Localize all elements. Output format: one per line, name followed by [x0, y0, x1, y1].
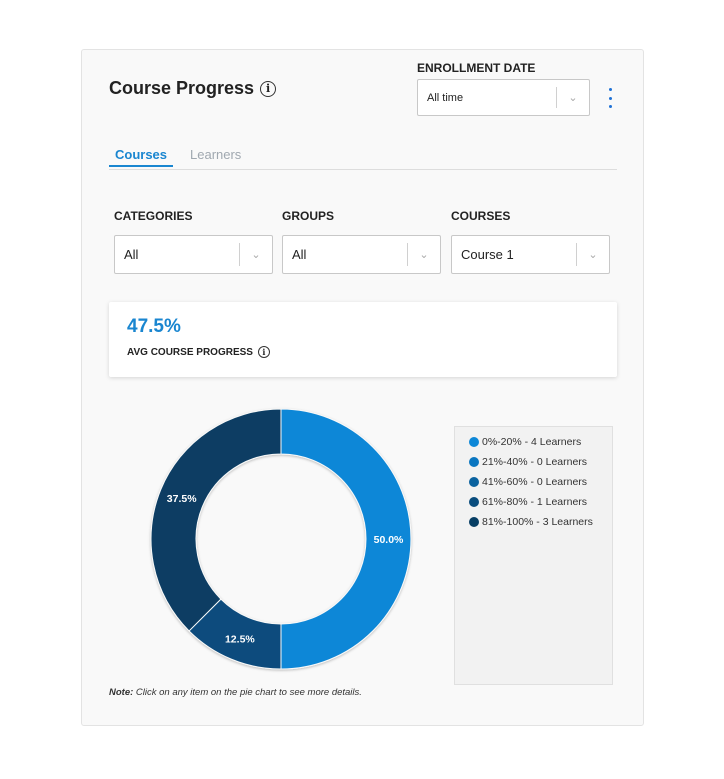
select-separator [556, 87, 557, 108]
chevron-down-icon: ⌄ [419, 249, 429, 261]
legend-item[interactable]: 21%-40% - 0 Learners [469, 452, 612, 472]
categories-label: CATEGORIES [114, 209, 193, 223]
legend-item[interactable]: 61%-80% - 1 Learners [469, 492, 612, 512]
groups-label: GROUPS [282, 209, 335, 223]
legend-label: 41%-60% - 0 Learners [482, 476, 588, 488]
legend-swatch [469, 457, 479, 467]
avg-progress-label-row: AVG COURSE PROGRESS i [127, 346, 270, 358]
tab-courses[interactable]: Courses [108, 147, 174, 167]
legend-item[interactable]: 81%-100% - 3 Learners [469, 512, 612, 532]
chevron-down-icon: ⌄ [568, 92, 578, 104]
legend-swatch [469, 517, 479, 527]
legend-label: 0%-20% - 4 Learners [482, 436, 582, 448]
info-circle-icon[interactable]: i [257, 346, 270, 358]
info-circle-icon[interactable]: i [260, 80, 277, 97]
enrollment-date-label: ENROLLMENT DATE [417, 61, 536, 75]
chart-note: Note: Click on any item on the pie chart… [109, 687, 362, 698]
courses-label: COURSES [451, 209, 511, 223]
groups-value: All [292, 247, 307, 262]
donut-data-label: 37.5% [167, 493, 197, 505]
donut-slice-0%-20%[interactable] [280, 408, 412, 670]
select-separator [576, 243, 577, 266]
note-text: Click on any item on the pie chart to se… [133, 687, 362, 698]
chart-legend: 0%-20% - 4 Learners 21%-40% - 0 Learners 4… [454, 426, 613, 685]
avg-progress-card: 47.5% AVG COURSE PROGRESS i [109, 302, 617, 377]
avg-progress-label: AVG COURSE PROGRESS [127, 346, 253, 358]
legend-item[interactable]: 0%-20% - 4 Learners [469, 432, 612, 452]
tab-bar: Courses Learners [108, 147, 617, 170]
legend-label: 61%-80% - 1 Learners [482, 496, 588, 508]
card-title: Course Progress i [109, 78, 277, 99]
legend-label: 21%-40% - 0 Learners [482, 456, 588, 468]
groups-select[interactable]: All ⌄ [282, 235, 441, 274]
donut-data-label: 12.5% [225, 633, 255, 645]
card-title-text: Course Progress [109, 78, 255, 98]
categories-value: All [124, 247, 139, 262]
chevron-down-icon: ⌄ [588, 249, 598, 261]
course-progress-card: Course Progress i ENROLLMENT DATE All ti… [81, 49, 644, 726]
select-separator [407, 243, 408, 266]
courses-value: Course 1 [461, 247, 514, 262]
legend-label: 81%-100% - 3 Learners [482, 516, 593, 528]
avg-progress-value: 47.5% [127, 316, 181, 337]
enrollment-date-select[interactable]: All time ⌄ [417, 79, 590, 116]
legend-item[interactable]: 41%-60% - 0 Learners [469, 472, 612, 492]
courses-select[interactable]: Course 1 ⌄ [451, 235, 610, 274]
legend-swatch [469, 437, 479, 447]
progress-donut-chart[interactable]: 50.0% 12.5% 37.5% [146, 404, 416, 674]
legend-swatch [469, 477, 479, 487]
chevron-down-icon: ⌄ [251, 249, 261, 261]
donut-data-label: 50.0% [374, 534, 404, 546]
note-prefix: Note: [109, 687, 134, 698]
enrollment-date-value: All time [427, 91, 464, 104]
categories-select[interactable]: All ⌄ [114, 235, 273, 274]
tab-learners[interactable]: Learners [190, 147, 242, 162]
kebab-menu-icon[interactable] [605, 88, 615, 108]
donut-slice-81%-100%[interactable] [150, 408, 282, 632]
select-separator [239, 243, 240, 266]
legend-swatch [469, 497, 479, 507]
